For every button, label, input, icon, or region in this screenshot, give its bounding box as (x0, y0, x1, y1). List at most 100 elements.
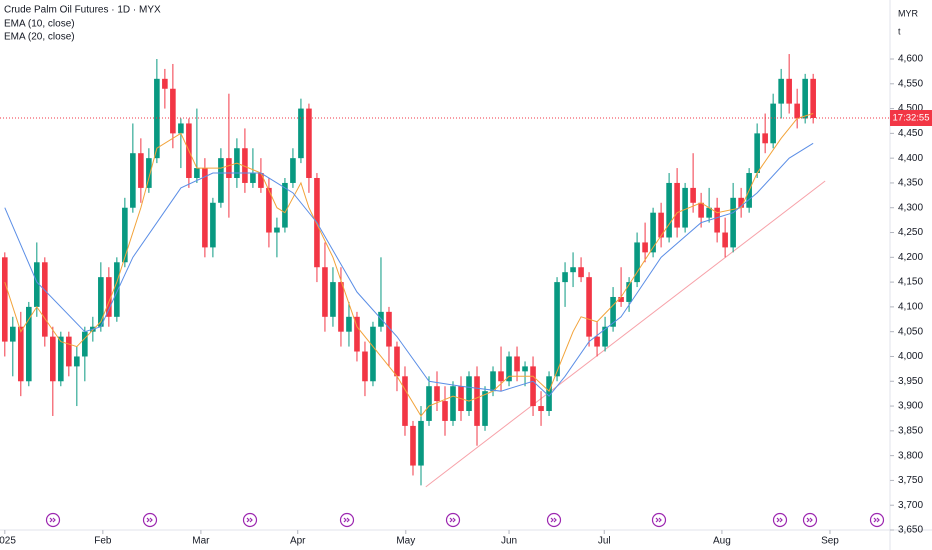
candle-body (466, 376, 472, 412)
candle-body (34, 262, 40, 307)
event-icon-glyph[interactable] (49, 517, 56, 523)
x-tick-label: Jul (598, 536, 611, 547)
candle-body (202, 168, 208, 248)
event-icon-circle[interactable] (142, 512, 158, 528)
candle-body (706, 207, 712, 218)
candle-body (522, 366, 528, 372)
y-tick-label: 4,100 (898, 302, 923, 313)
event-icon[interactable] (45, 512, 61, 528)
candle-body (530, 366, 536, 407)
candle-body (650, 212, 656, 253)
event-icon-circle[interactable] (651, 512, 667, 528)
candle-body (434, 386, 440, 402)
x-tick-label: Aug (713, 536, 731, 547)
candle-body (730, 197, 736, 248)
candle-body (786, 78, 792, 104)
candle-body (26, 306, 32, 382)
candle-body (770, 103, 776, 144)
candle-body (626, 282, 632, 302)
candle-body (138, 153, 144, 188)
event-icon-glyph[interactable] (449, 517, 456, 523)
currency-label[interactable]: MYR (898, 8, 919, 18)
candle-body (10, 326, 16, 342)
event-icon-circle[interactable] (772, 512, 788, 528)
chart-title: Crude Palm Oil Futures · 1D · MYX (4, 5, 161, 16)
event-icon-circle[interactable] (242, 512, 258, 528)
trendline (425, 180, 826, 488)
countdown-box (890, 109, 932, 126)
candle-body (242, 148, 248, 183)
event-icon-glyph[interactable] (873, 517, 880, 523)
candle-body (666, 182, 672, 238)
candle-body (402, 376, 408, 426)
candle-body (282, 182, 288, 228)
unit-label[interactable]: t (898, 26, 901, 36)
y-tick-label: 4,300 (898, 202, 923, 213)
event-icon-glyph[interactable] (146, 517, 153, 523)
event-icon-glyph[interactable] (806, 517, 813, 523)
y-tick-label: 4,400 (898, 153, 923, 164)
candle-body (66, 336, 72, 367)
candle-body (290, 158, 296, 183)
candle-body (578, 267, 584, 278)
event-icon-glyph[interactable] (550, 517, 557, 523)
candle-body (2, 257, 8, 342)
candle-body (18, 326, 24, 382)
y-tick-label: 3,650 (898, 525, 923, 536)
event-icon-circle[interactable] (546, 512, 562, 528)
candle-body (794, 103, 800, 119)
event-icon[interactable] (802, 512, 818, 528)
event-icon-circle[interactable] (869, 512, 885, 528)
candle-body (42, 262, 48, 337)
event-icon[interactable] (546, 512, 562, 528)
y-tick-label: 4,350 (898, 178, 923, 189)
candle-body (122, 207, 128, 263)
axes: 3,650 3,700 3,750 3,800 3,850 3,900 3,950 4,000… (0, 54, 932, 547)
event-icon-glyph[interactable] (246, 517, 253, 523)
candle-body (298, 108, 304, 159)
y-tick-label: 4,500 (898, 103, 923, 114)
event-icon-circle[interactable] (45, 512, 61, 528)
y-tick-label: 4,000 (898, 351, 923, 362)
candle-body (114, 262, 120, 317)
event-icon-circle[interactable] (802, 512, 818, 528)
candle-body (658, 212, 664, 238)
candle-body (498, 371, 504, 382)
y-tick-label: 4,050 (898, 326, 923, 337)
event-icon[interactable] (869, 512, 885, 528)
candle-body (690, 187, 696, 203)
x-tick-label: May (396, 536, 415, 547)
candle-body (426, 386, 432, 421)
y-tick-label: 4,550 (898, 78, 923, 89)
indicator-label: EMA (20, close) (4, 32, 75, 43)
event-icon[interactable] (772, 512, 788, 528)
candle-body (322, 267, 328, 317)
candle-body (106, 277, 112, 317)
y-tick-label: 3,750 (898, 475, 923, 486)
event-icon-circle[interactable] (339, 512, 355, 528)
event-icon-glyph[interactable] (655, 517, 662, 523)
candle-body (514, 356, 520, 372)
event-icon-glyph[interactable] (776, 517, 783, 523)
candle-body (474, 376, 480, 426)
candle-body (146, 158, 152, 188)
event-icon-glyph[interactable] (343, 517, 350, 523)
event-icon[interactable] (142, 512, 158, 528)
countdown-label: 17:32:55 (893, 113, 930, 124)
candle-body (330, 282, 336, 317)
candle-body (50, 336, 56, 382)
candle-body (586, 277, 592, 337)
candle-body (170, 88, 176, 134)
candle-body (594, 336, 600, 347)
event-icon-circle[interactable] (445, 512, 461, 528)
candle-body (602, 326, 608, 347)
candle-body (778, 78, 784, 104)
event-icon[interactable] (339, 512, 355, 528)
y-tick-label: 4,600 (898, 54, 923, 65)
event-icon[interactable] (242, 512, 258, 528)
candle-body (570, 267, 576, 273)
candle-body (802, 78, 808, 119)
event-icon[interactable] (651, 512, 667, 528)
event-icon[interactable] (445, 512, 461, 528)
